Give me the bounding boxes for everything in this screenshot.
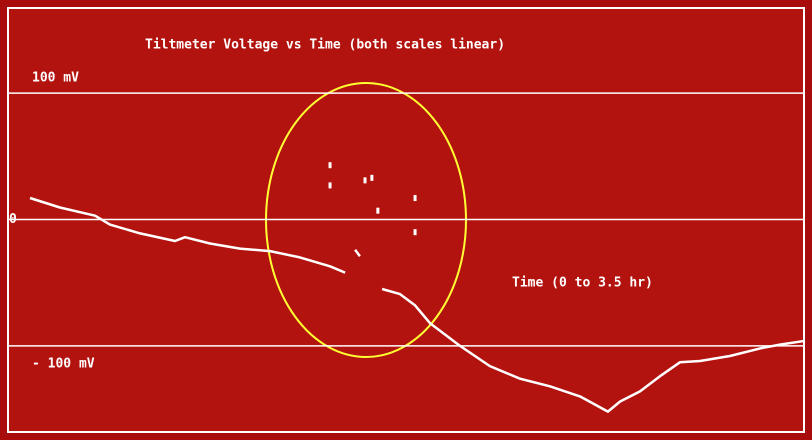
data-point	[376, 207, 380, 214]
x-axis-label: Time (0 to 3.5 hr)	[512, 276, 653, 291]
y-tick-label: - 100 mV	[32, 356, 95, 371]
data-point	[413, 195, 417, 202]
chart-title: Tiltmeter Voltage vs Time (both scales l…	[145, 38, 505, 53]
data-point	[413, 229, 417, 236]
data-line	[29, 196, 806, 413]
data-point	[328, 162, 332, 169]
data-point	[363, 177, 367, 184]
y-tick-label: 100 mV	[32, 71, 79, 86]
data-point	[328, 182, 332, 189]
data-point	[370, 174, 374, 181]
y-tick-label: 0	[9, 212, 17, 227]
